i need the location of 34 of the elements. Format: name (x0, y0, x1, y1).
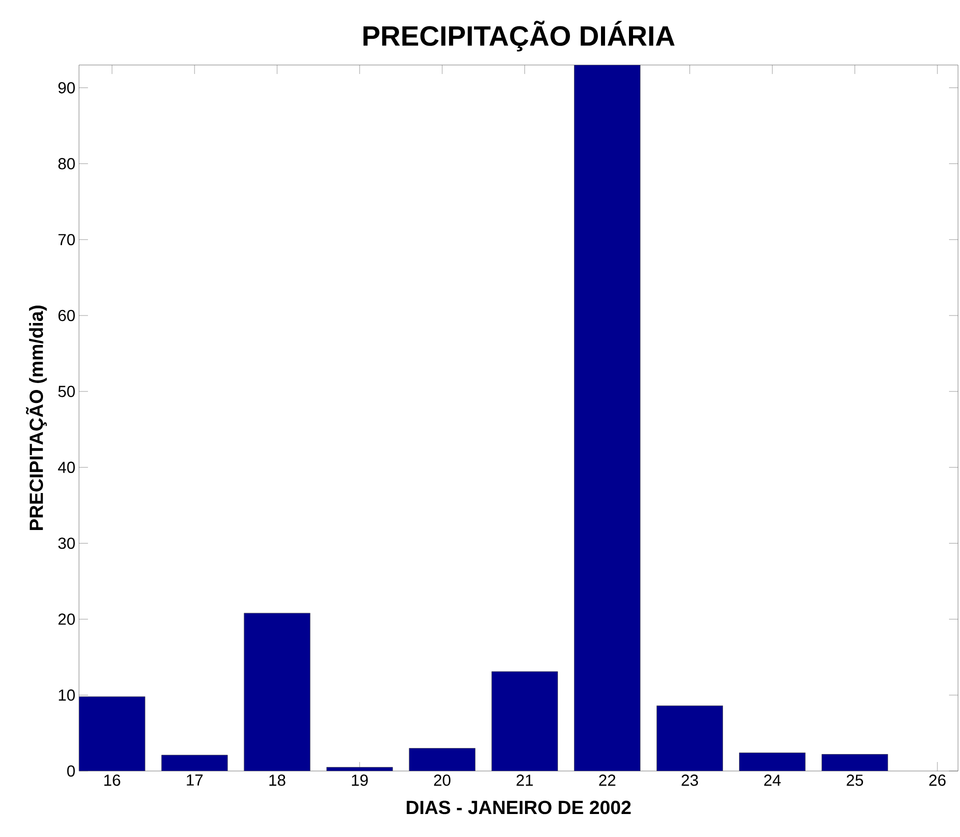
y-tick-label: 70 (58, 234, 75, 246)
y-tick-label: 90 (58, 82, 75, 94)
y-tick-label: 30 (58, 538, 75, 549)
x-tick-label: 20 (434, 774, 450, 786)
y-tick-label: 20 (58, 614, 75, 625)
x-tick-label: 17 (186, 774, 203, 786)
bar (79, 696, 146, 771)
x-tick-label: 23 (682, 774, 698, 786)
bar (326, 767, 393, 771)
bar (491, 671, 558, 771)
y-axis-title: PRECIPITAÇÃO (mm/dia) (26, 306, 47, 530)
bar (574, 65, 640, 771)
bar (822, 754, 888, 771)
x-tick-label: 16 (104, 774, 120, 786)
x-axis-title: DIAS - JANEIRO DE 2002 (406, 800, 631, 814)
x-tick-label: 22 (599, 774, 616, 786)
bar (244, 612, 310, 771)
bar (656, 706, 723, 771)
bar (739, 752, 806, 771)
x-tick-label: 19 (352, 774, 368, 786)
bar (161, 754, 228, 771)
x-tick-label: 24 (764, 774, 781, 786)
y-tick-label: 10 (58, 689, 75, 701)
y-tick-label: 60 (58, 310, 75, 322)
chart-title: PRECIPITAÇÃO DIÁRIA (364, 20, 675, 52)
bar (408, 748, 476, 771)
y-tick-label: 50 (58, 386, 75, 398)
y-tick-label: 80 (58, 158, 75, 170)
x-tick-label: 25 (846, 774, 864, 786)
y-tick-label: 40 (58, 462, 75, 474)
x-tick-label: 26 (929, 774, 946, 786)
x-tick-label: 18 (269, 774, 286, 786)
y-tick-label: 0 (67, 765, 75, 777)
x-tick-label: 21 (516, 774, 533, 786)
